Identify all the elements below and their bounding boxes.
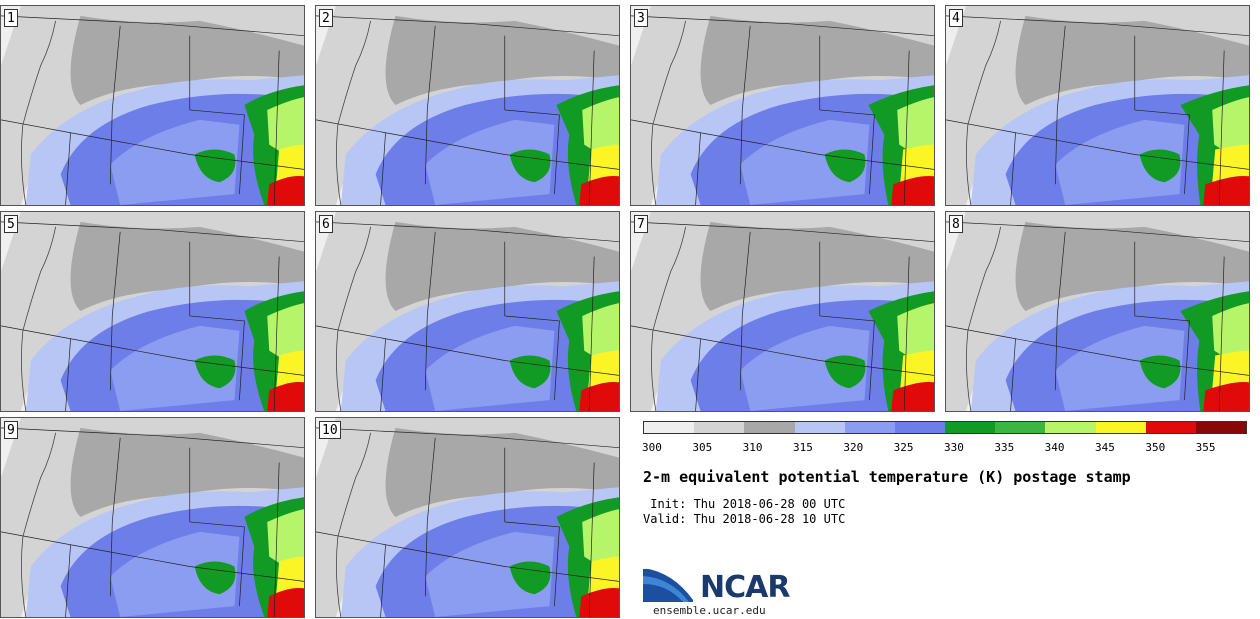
colorbar-tick-label: 345 xyxy=(1095,441,1115,454)
logo-text: NCAR xyxy=(700,570,790,605)
member-panel: 1 xyxy=(0,5,305,206)
member-panel: 10 xyxy=(315,417,620,618)
colorbar-tick-label: 335 xyxy=(994,441,1015,454)
panel-number: 10 xyxy=(319,421,341,439)
member-panel: 7 xyxy=(630,211,935,412)
ncar-logo-icon xyxy=(643,566,694,602)
valid-time: Valid: Thu 2018-06-28 10 UTC xyxy=(643,512,846,526)
colorbar xyxy=(643,421,1247,434)
colorbar-tick-label: 305 xyxy=(692,441,713,454)
figure-title: 2-m equivalent potential temperature (K)… xyxy=(643,468,1131,486)
panel-number: 1 xyxy=(4,9,18,27)
colorbar-swatch xyxy=(1195,422,1247,433)
member-panel: 2 xyxy=(315,5,620,206)
panel-number: 6 xyxy=(319,215,333,233)
member-panel: 4 xyxy=(945,5,1250,206)
panel-number: 4 xyxy=(949,9,963,27)
panel-number: 5 xyxy=(4,215,18,233)
member-panel: 3 xyxy=(630,5,935,206)
colorbar-swatch xyxy=(1145,422,1196,433)
website-url: ensemble.ucar.edu xyxy=(653,604,766,617)
colorbar-tick-label: 330 xyxy=(944,441,964,454)
colorbar-swatch xyxy=(844,422,895,433)
colorbar-tick-label: 320 xyxy=(843,441,864,454)
colorbar-swatch xyxy=(794,422,845,433)
colorbar-tick-label: 350 xyxy=(1145,441,1166,454)
colorbar-swatch xyxy=(744,422,795,433)
colorbar-tick-label: 340 xyxy=(1044,441,1065,454)
colorbar-tick-label: 325 xyxy=(893,441,914,454)
colorbar-swatch xyxy=(1095,422,1146,433)
colorbar-swatch xyxy=(894,422,946,433)
panel-number: 2 xyxy=(319,9,333,27)
colorbar-tick-label: 355 xyxy=(1195,441,1216,454)
init-time: Init: Thu 2018-06-28 00 UTC xyxy=(643,497,846,511)
colorbar-swatch xyxy=(694,422,745,433)
member-panel: 5 xyxy=(0,211,305,412)
member-panel: 6 xyxy=(315,211,620,412)
colorbar-labels: 300 305 310 315 320 325 330 335 340 345 350 355 xyxy=(633,441,1253,457)
panel-number: 7 xyxy=(634,215,648,233)
colorbar-tick-label: 315 xyxy=(793,441,813,454)
colorbar-swatch xyxy=(995,422,1046,433)
panel-number: 9 xyxy=(4,421,18,439)
colorbar-swatch xyxy=(644,422,695,433)
colorbar-swatch xyxy=(1045,422,1096,433)
panel-number: 8 xyxy=(949,215,963,233)
colorbar-tick-label: 300 xyxy=(642,441,662,454)
member-panel: 9 xyxy=(0,417,305,618)
colorbar-swatch xyxy=(945,422,996,433)
panel-number: 3 xyxy=(634,9,648,27)
colorbar-tick-label: 310 xyxy=(742,441,763,454)
member-panel: 8 xyxy=(945,211,1250,412)
